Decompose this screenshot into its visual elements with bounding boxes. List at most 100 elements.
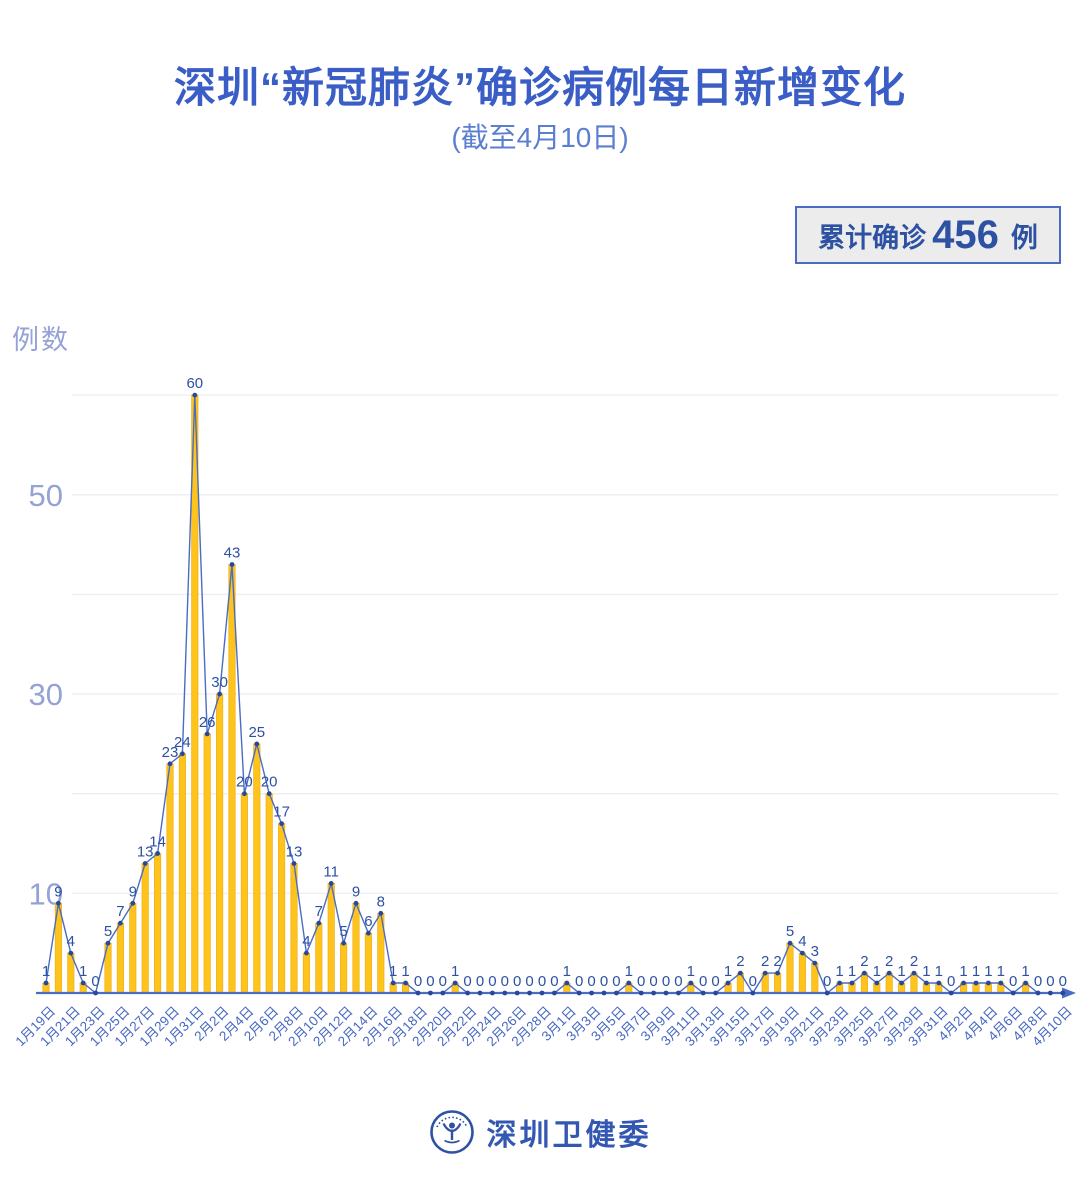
data-point [43,980,49,986]
bar [116,922,124,994]
data-point [787,940,793,946]
data-point [899,980,904,986]
data-point [490,990,495,996]
value-label: 5 [786,923,794,940]
value-label: 1 [984,963,992,980]
value-label: 1 [401,963,409,980]
data-point [217,691,223,697]
value-label: 0 [439,973,447,990]
data-point [700,990,706,996]
data-point [1048,990,1053,996]
data-point [514,990,520,996]
bar [352,902,360,994]
value-label: 1 [935,963,943,980]
data-point [142,861,148,866]
data-point [539,990,545,996]
data-point [477,990,483,996]
value-label: 1 [42,963,50,980]
data-point [118,920,123,926]
value-label: 9 [129,883,137,900]
value-label: 0 [414,973,422,990]
data-point [1060,990,1066,996]
footer-org-name: 深圳卫健委 [486,1119,652,1152]
value-label: 9 [54,883,62,900]
value-label: 25 [248,724,265,741]
data-point [1010,990,1016,996]
value-label: 20 [236,774,253,791]
value-label: 1 [835,963,843,980]
data-point [998,980,1004,986]
value-label: 0 [1009,973,1017,990]
data-point [762,970,768,976]
value-label: 0 [947,973,955,990]
data-point [800,950,805,956]
value-label: 1 [959,963,967,980]
data-point [663,990,669,996]
data-point [254,741,260,747]
data-point [725,980,731,986]
data-point [440,990,446,996]
data-point [738,970,743,976]
data-point [403,980,408,986]
value-label: 0 [426,973,434,990]
data-point [452,980,458,986]
data-point [291,861,297,866]
value-label: 1 [997,963,1005,980]
bar [327,883,335,994]
value-label: 8 [377,893,385,910]
data-point [204,731,210,737]
data-point [775,970,780,976]
bar [798,952,806,994]
value-label: 11 [323,863,339,880]
bar [154,853,162,994]
value-label: 0 [823,973,831,990]
value-label: 1 [687,963,695,980]
data-point [56,900,61,906]
data-point [626,980,632,986]
value-label: 2 [860,953,868,970]
data-point [564,980,570,986]
value-label: 0 [91,973,99,990]
data-point [911,970,917,976]
data-point [68,950,74,956]
value-label: 1 [451,963,459,980]
data-point [316,920,322,926]
badge-count: 456 [932,212,999,257]
data-point [415,990,421,996]
data-point [180,751,185,757]
data-point [353,900,359,906]
value-label: 0 [662,973,670,990]
value-label: 0 [501,973,509,990]
x-axis-arrow [1062,987,1076,999]
value-label: 0 [575,973,583,990]
data-point [229,562,235,567]
data-point [502,990,508,996]
data-point [614,990,619,996]
data-point [552,990,557,996]
bar [265,793,273,994]
data-point [638,990,644,996]
bar [860,972,868,994]
data-point [266,791,272,797]
data-point [948,990,954,996]
value-label: 1 [873,963,881,980]
data-point [328,881,334,886]
bar [786,942,794,994]
data-point [961,980,966,986]
value-label: 0 [1059,973,1067,990]
value-label: 6 [364,913,372,930]
data-point [527,990,532,996]
data-point [924,980,929,986]
bar [178,753,186,994]
data-point [837,980,842,986]
value-label: 26 [199,714,216,731]
value-label: 0 [674,973,682,990]
data-point [93,990,98,996]
data-point [192,392,198,398]
health-commission-logo-icon [429,1110,474,1154]
value-label: 2 [910,953,918,970]
data-point [1023,980,1028,986]
bar [302,952,310,994]
